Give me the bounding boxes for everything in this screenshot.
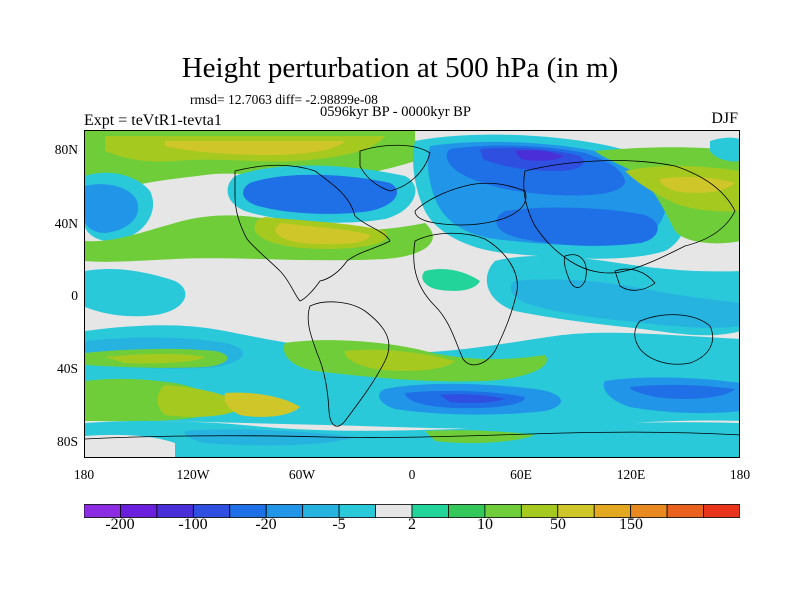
contour-region [85,184,139,233]
contour-region [85,269,186,317]
contour-region [630,384,735,399]
contour-region [243,174,398,214]
contour-region [105,354,205,364]
coastline-india [563,254,587,288]
coastline-africa [413,232,518,366]
lat-tick-label: 0 [71,288,78,303]
contour-region [165,141,345,155]
coastline-south-america [307,301,390,427]
lat-tick-label: 40N [54,216,78,231]
lon-tick-label: 60W [288,467,316,482]
lat-tick-label: 80S [56,434,78,449]
experiment-label: Expt = teVtR1-tevta1 [84,112,222,129]
lon-tick-label: 120W [176,467,210,482]
contour-region [659,176,735,193]
coastline-north-america [234,164,391,302]
colorbar-label: -200 [105,516,135,533]
plot-title: Height perturbation at 500 hPa (in m) [181,52,619,84]
lat-tick-label: 80N [54,142,78,157]
lon-tick-label: 120E [616,467,646,482]
colorbar-box [666,504,704,518]
coastline-asia [523,160,736,274]
contour-region [157,385,245,417]
colorbar-label: 50 [550,516,566,533]
stats-line: rmsd= 12.7063 diff= -2.98899e-08 [190,92,378,107]
contour-fills [85,131,739,457]
colorbar-label: -20 [255,516,277,533]
lon-tick-label: 180 [729,467,751,482]
colorbar-label: 10 [477,516,493,533]
colorbar-label: 2 [408,516,416,533]
colorbar-box [411,504,449,518]
period-label: 0596kyr BP - 0000kyr BP [320,104,471,120]
coastlines [85,144,739,440]
height-perturbation-map [85,131,739,457]
colorbar-label: -100 [178,516,208,533]
lon-tick-label: 180 [73,467,95,482]
coastline-europe [414,182,527,226]
colorbar-box [375,504,413,518]
coastline-antarctica [85,431,739,440]
lat-tick-label: 40S [56,361,78,376]
colorbar-label: -5 [332,516,346,533]
map-panel [84,130,740,458]
contour-region [510,279,739,328]
colorbar-label: 150 [619,516,643,533]
colorbar-box [703,504,740,518]
contour-region [710,137,739,162]
contour-region [85,434,175,457]
lon-tick-label: 0 [408,467,416,482]
lon-tick-label: 60E [510,467,532,482]
colorbar [84,504,740,518]
coastline-australia [634,314,714,365]
contour-region [85,215,433,262]
contour-region [440,394,505,403]
season-label: DJF [711,110,738,127]
coastline-greenland [359,144,431,192]
contour-region [184,429,355,446]
contour-region [496,207,658,246]
contour-region [422,269,480,291]
contour-region [425,430,535,443]
contour-region [344,349,455,371]
contour-region [275,223,370,245]
contour-region [224,392,300,417]
contour-region [515,150,563,161]
coastline-se-asia [614,268,656,291]
